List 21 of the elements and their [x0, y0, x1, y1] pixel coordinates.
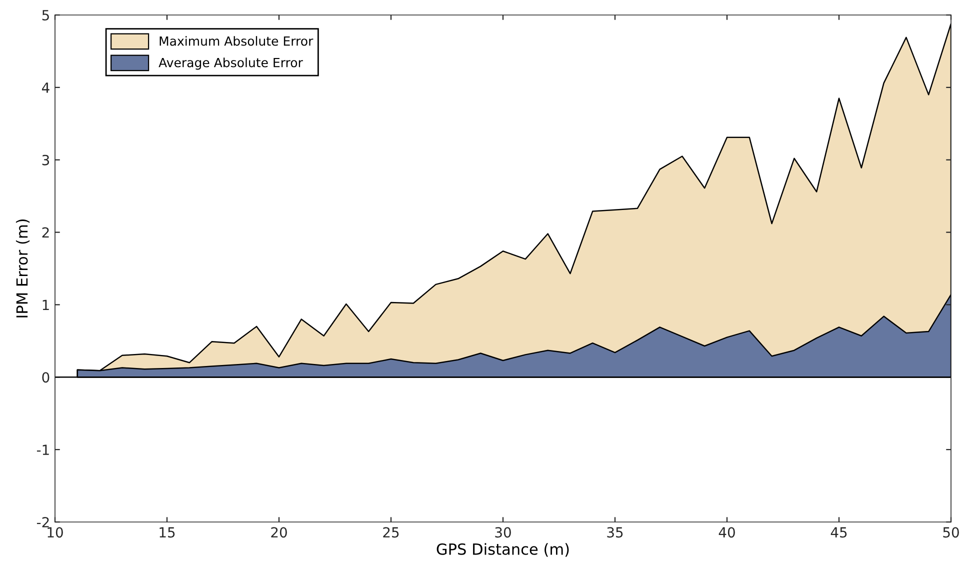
- x-tick-label: 35: [607, 527, 623, 538]
- legend-label: Average Absolute Error: [158, 58, 303, 70]
- y-tick-label: 2: [42, 227, 49, 238]
- x-tick-label: 20: [271, 527, 287, 538]
- y-tick-label: 4: [42, 82, 50, 93]
- y-tick-label: 1: [42, 300, 49, 310]
- x-axis-title: GPS Distance (m): [436, 543, 569, 557]
- y-tick-label: 3: [42, 154, 50, 166]
- x-tick-label: 50: [943, 527, 959, 538]
- x-tick-label: 25: [383, 527, 399, 538]
- y-tick-label: 0: [42, 372, 50, 383]
- x-tick-label: 10: [48, 527, 63, 538]
- x-tick-label: 30: [495, 527, 511, 538]
- x-tick-label: 40: [718, 527, 735, 538]
- y-tick-label: -1: [36, 444, 49, 455]
- y-axis-title: IPM Error (m): [16, 219, 30, 318]
- legend-label: Maximum Absolute Error: [160, 36, 314, 46]
- x-tick-label: 15: [160, 527, 175, 538]
- x-tick-label: 45: [830, 527, 847, 538]
- y-tick-label: 5: [42, 10, 49, 20]
- y-tick-label: -2: [36, 516, 49, 528]
